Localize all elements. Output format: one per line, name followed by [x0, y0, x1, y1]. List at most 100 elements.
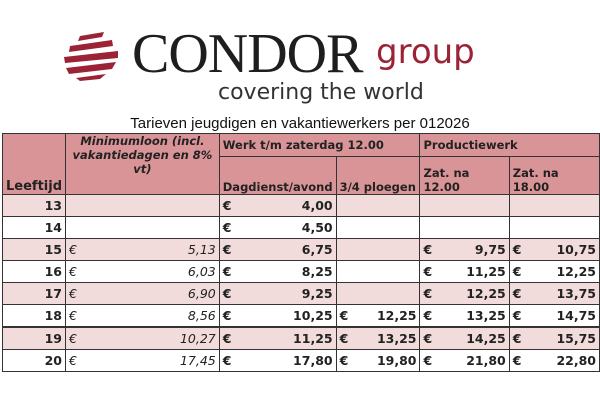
shifts-cell: €13,25: [335, 326, 421, 350]
currency-symbol: €: [423, 331, 433, 346]
minimum-cell: €6,03: [65, 260, 220, 283]
shifts-cell: [335, 238, 421, 261]
minimum-value: 6,90: [187, 286, 216, 301]
header-day-shift: Dagdienst/avond: [218, 156, 337, 195]
minimum-value: 10,27: [179, 331, 216, 346]
currency-symbol: €: [69, 286, 77, 301]
sat18-value: 22,80: [556, 353, 596, 368]
sat12-cell: [419, 194, 510, 217]
currency-symbol: €: [512, 286, 522, 301]
currency-symbol: €: [423, 242, 433, 257]
sat12-cell: €12,25: [419, 282, 510, 305]
sat18-value: 12,25: [556, 264, 596, 279]
age-cell: 17: [1, 282, 67, 305]
day-value: 6,75: [301, 242, 333, 257]
day-value: 11,25: [293, 331, 333, 346]
currency-symbol: €: [69, 264, 77, 279]
day-value: 17,80: [293, 353, 333, 368]
table-row: 16 €6,03 €8,25 €11,25 €12,25: [1, 260, 600, 283]
minimum-cell: [65, 194, 220, 217]
logo-tagline: covering the world: [218, 80, 424, 105]
sat12-cell: [419, 216, 510, 239]
sat18-cell: €13,75: [508, 282, 600, 305]
minimum-cell: [65, 216, 220, 239]
sat12-value: 11,25: [466, 264, 506, 279]
age-cell: 18: [1, 304, 67, 328]
age-cell: 19: [1, 326, 67, 350]
sat12-cell: €9,75: [419, 238, 510, 261]
day-value: 4,00: [301, 198, 333, 213]
currency-symbol: €: [222, 220, 232, 235]
sat18-cell: €10,75: [508, 238, 600, 261]
minimum-cell: €10,27: [65, 326, 220, 350]
minimum-value: 17,45: [179, 353, 216, 368]
day-value: 10,25: [293, 308, 333, 323]
day-value: 8,25: [301, 264, 333, 279]
shifts-cell: [335, 260, 421, 283]
currency-symbol: €: [222, 331, 232, 346]
day-value: 9,25: [301, 286, 333, 301]
page-title: Tarieven jeugdigen en vakantiewerkers pe…: [130, 115, 470, 132]
age-cell: 14: [1, 216, 67, 239]
currency-symbol: €: [512, 242, 522, 257]
currency-symbol: €: [222, 198, 232, 213]
sat18-cell: €22,80: [508, 349, 600, 372]
day-cell: €11,25: [218, 326, 337, 350]
shifts-cell: [335, 282, 421, 305]
table-row: 18 €8,56 €10,25 €12,25 €13,25 €14,75: [1, 304, 600, 328]
header-sat-12: Zat. na 12.00: [419, 156, 510, 195]
currency-symbol: €: [222, 242, 232, 257]
age-cell: 15: [1, 238, 67, 261]
shifts-cell: €12,25: [335, 304, 421, 328]
shifts-cell: [335, 194, 421, 217]
sat18-cell: €14,75: [508, 304, 600, 328]
sat18-value: 15,75: [556, 331, 596, 346]
currency-symbol: €: [69, 331, 77, 346]
currency-symbol: €: [512, 331, 522, 346]
sat18-cell: €12,25: [508, 260, 600, 283]
logo-suffix: group: [376, 32, 475, 72]
logo-brand: CONDOR: [132, 23, 363, 85]
currency-symbol: €: [512, 308, 522, 323]
currency-symbol: €: [423, 264, 433, 279]
shifts-value: 13,25: [376, 331, 417, 346]
day-cell: €4,50: [218, 216, 337, 239]
currency-symbol: €: [423, 308, 433, 323]
sat12-cell: €14,25: [419, 326, 510, 350]
rates-table: Leeftijd Minimumloon (incl. vakantiedage…: [1, 133, 600, 372]
header-age: Leeftijd: [1, 133, 67, 195]
day-cell: €9,25: [218, 282, 337, 305]
header-minimum-wage: Minimumloon (incl. vakantiedagen en 8% v…: [65, 133, 220, 195]
currency-symbol: €: [339, 308, 349, 323]
currency-symbol: €: [69, 242, 77, 257]
sat18-cell: [508, 194, 600, 217]
header-work-group: Werk t/m zaterdag 12.00: [218, 133, 421, 157]
currency-symbol: €: [222, 264, 232, 279]
currency-symbol: €: [339, 331, 349, 346]
sat12-value: 21,80: [466, 353, 506, 368]
sat18-cell: €15,75: [508, 326, 600, 350]
currency-symbol: €: [69, 353, 77, 368]
currency-symbol: €: [222, 286, 232, 301]
header-sat-18: Zat. na 18.00: [508, 156, 600, 195]
age-cell: 16: [1, 260, 67, 283]
currency-symbol: €: [423, 353, 433, 368]
table-row: 14 €4,50: [1, 216, 600, 239]
sat18-value: 13,75: [556, 286, 596, 301]
table-row: 17 €6,90 €9,25 €12,25 €13,75: [1, 282, 600, 305]
globe-icon: [64, 32, 118, 81]
minimum-cell: €8,56: [65, 304, 220, 328]
shifts-cell: €19,80: [335, 349, 421, 372]
day-value: 4,50: [301, 220, 333, 235]
sat18-value: 10,75: [556, 242, 596, 257]
day-cell: €6,75: [218, 238, 337, 261]
day-cell: €10,25: [218, 304, 337, 328]
shifts-value: 19,80: [376, 353, 417, 368]
shifts-cell: [335, 216, 421, 239]
day-cell: €4,00: [218, 194, 337, 217]
sat18-cell: [508, 216, 600, 239]
header-shifts: 3/4 ploegen: [335, 156, 421, 195]
table-row: 13 €4,00: [1, 194, 600, 217]
table-row: 15 €5,13 €6,75 €9,75 €10,75: [1, 238, 600, 261]
sat12-value: 13,25: [466, 308, 506, 323]
